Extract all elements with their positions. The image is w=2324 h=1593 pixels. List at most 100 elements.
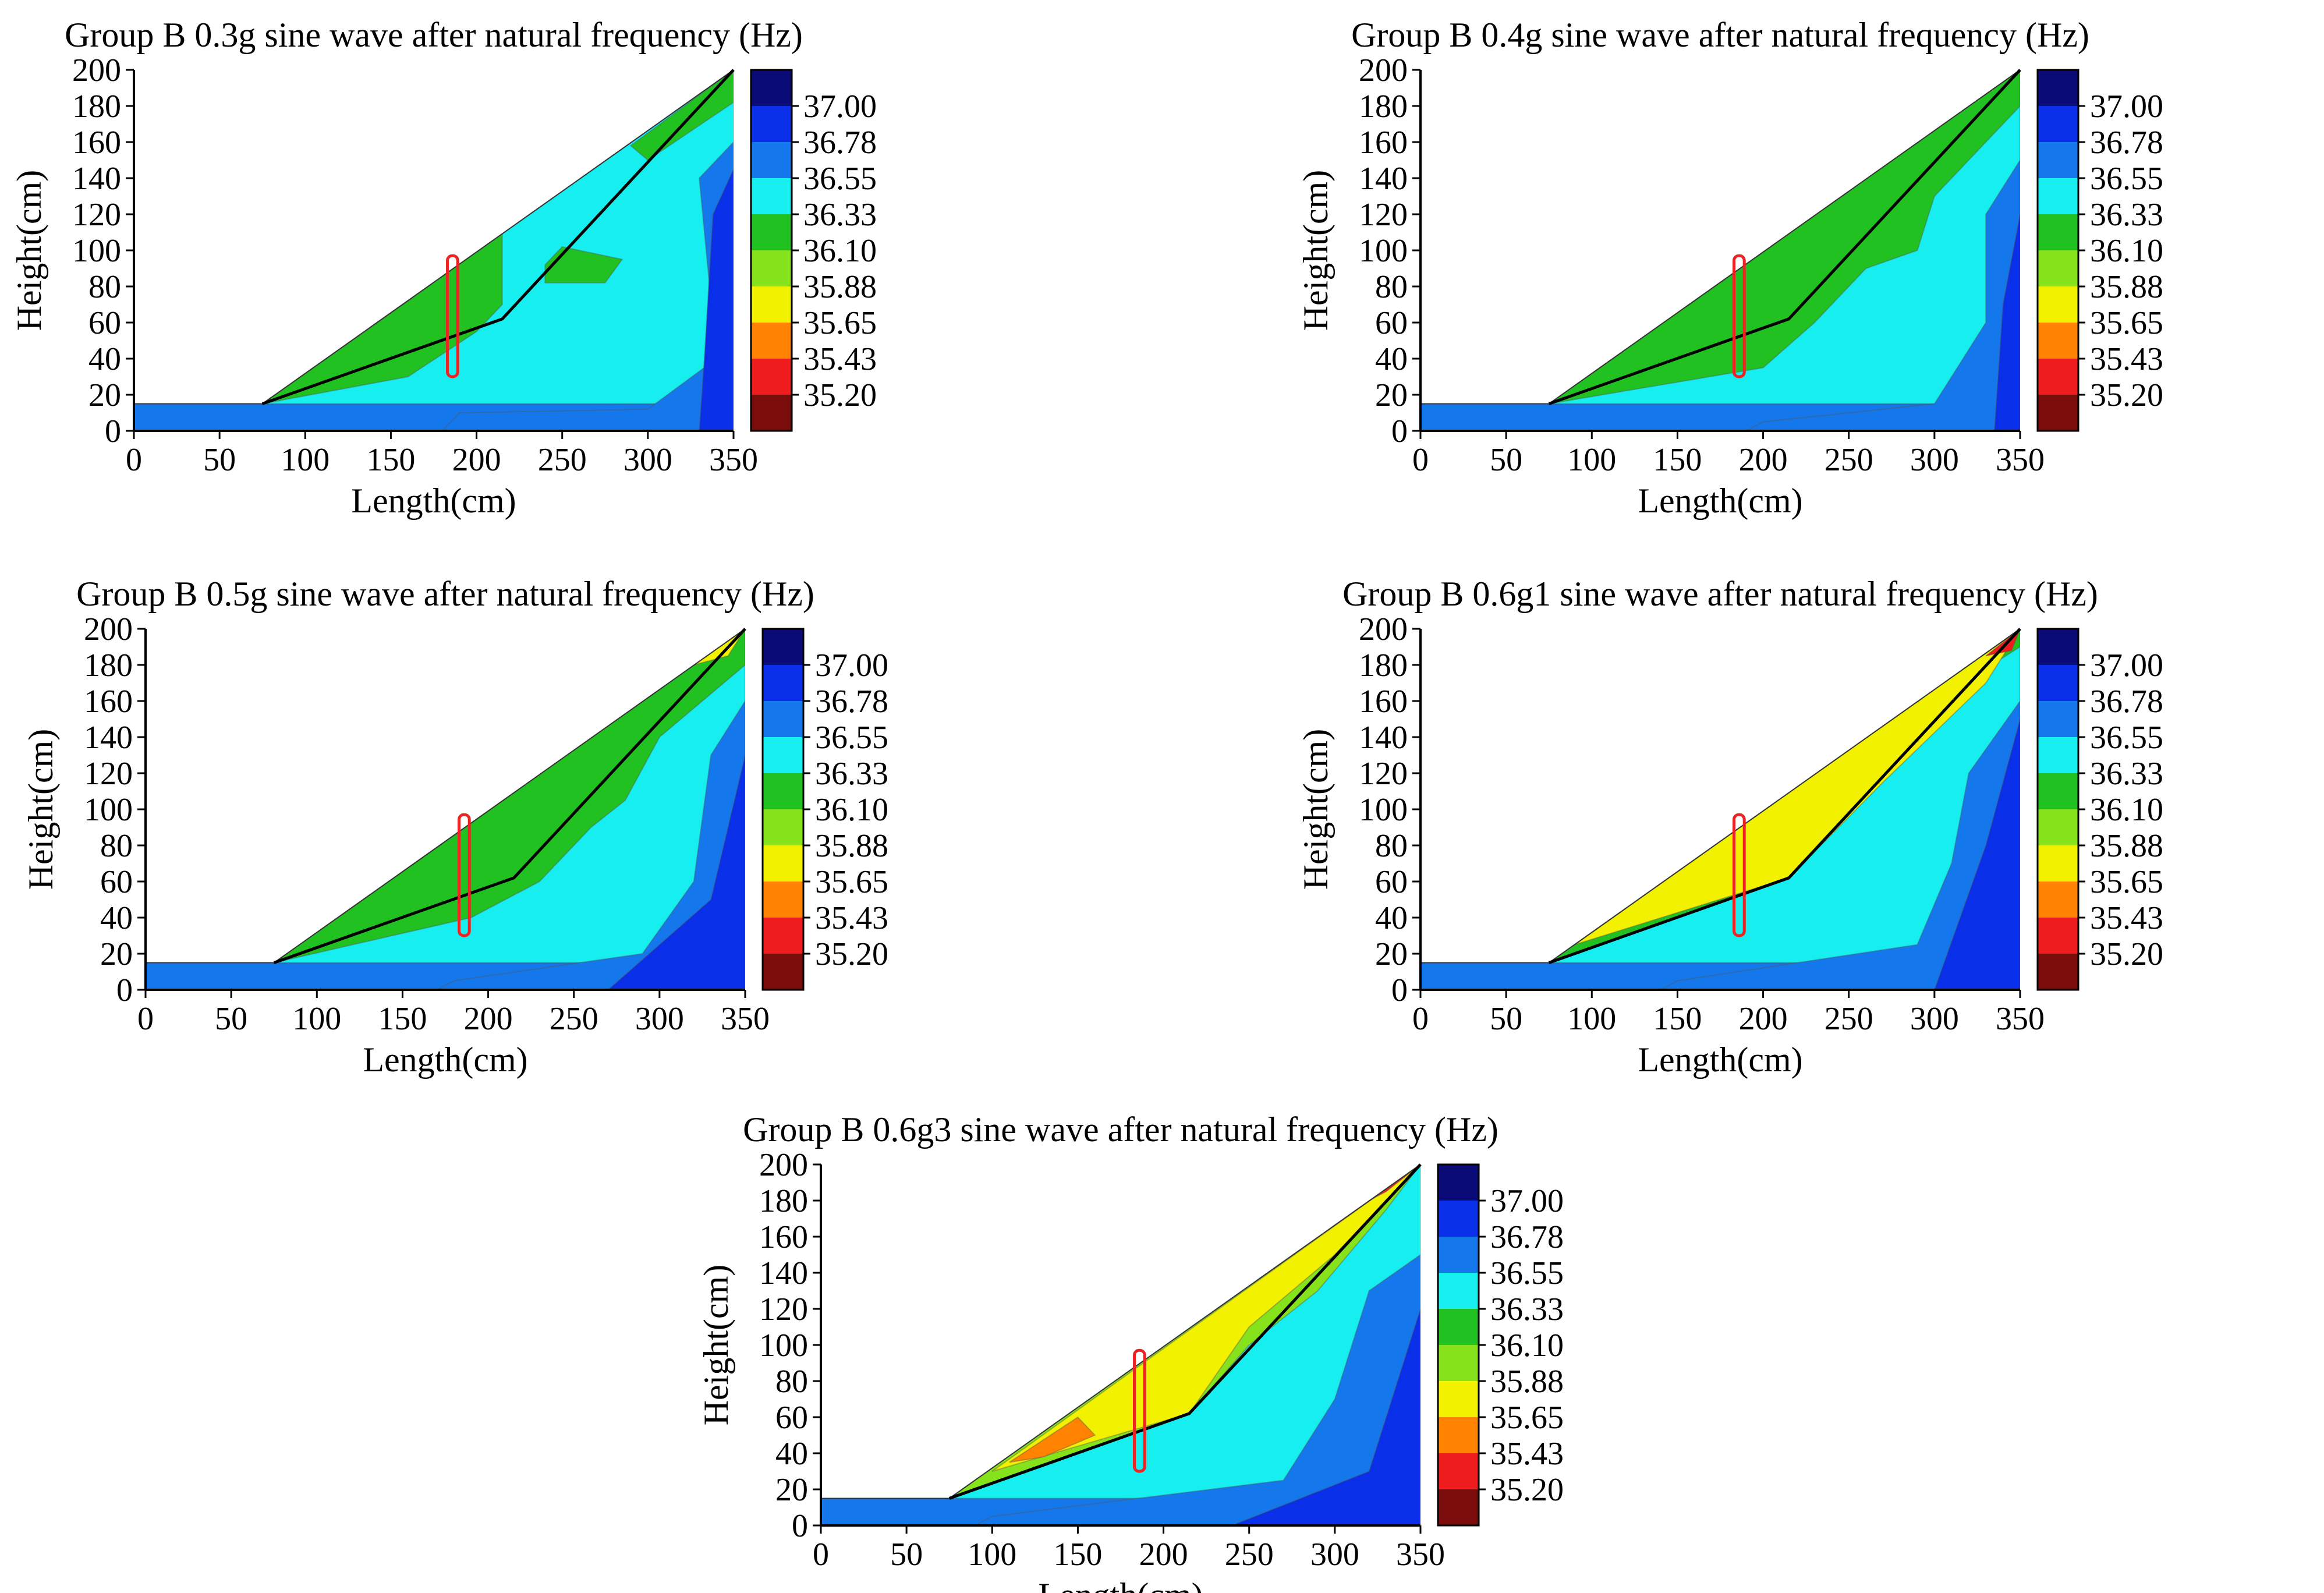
monitor-box	[1733, 254, 1746, 378]
colorbar-label: 35.88	[2090, 828, 2163, 864]
y-axis-label: Height(cm)	[697, 1265, 735, 1426]
colorbar-label: 37.00	[815, 647, 888, 684]
colorbar-label: 35.20	[815, 936, 888, 972]
x-tick-label: 100	[968, 1537, 1016, 1573]
y-tick-label: 20	[1375, 377, 1408, 413]
x-tick-label: 350	[721, 1001, 770, 1037]
colorbar-segment	[2038, 918, 2078, 954]
chart-title: Group B 0.6g1 sine wave after natural fr…	[1342, 575, 2098, 613]
y-tick-label: 200	[72, 52, 121, 88]
colorbar-label: 36.10	[803, 233, 877, 269]
colorbar-segment	[2038, 701, 2078, 738]
colorbar-segment	[751, 395, 792, 431]
colorbar-segment	[763, 773, 803, 810]
x-axis-label: Length(cm)	[1038, 1576, 1203, 1593]
x-axis-label: Length(cm)	[351, 482, 516, 520]
x-tick-label: 350	[709, 442, 758, 478]
contour-field	[1420, 70, 2020, 431]
contour-region	[1009, 1416, 1096, 1463]
y-tick-label: 100	[759, 1328, 808, 1364]
colorbar-label: 35.43	[815, 900, 888, 936]
x-tick-label: 300	[1310, 1537, 1359, 1573]
y-axis-label: Height(cm)	[22, 729, 60, 890]
y-tick-label: 200	[759, 1147, 808, 1183]
x-tick-label: 350	[1396, 1537, 1445, 1573]
contour-region	[1231, 1308, 1420, 1525]
colorbar-segment	[2038, 214, 2078, 251]
contour-region	[1993, 214, 2020, 431]
contour-region	[1933, 718, 2020, 990]
y-tick-label: 0	[1391, 413, 1408, 449]
colorbar-label: 36.33	[2090, 756, 2163, 792]
x-tick-label: 150	[1053, 1537, 1102, 1573]
slip-line	[1548, 69, 2021, 405]
colorbar-segment	[1438, 1345, 1479, 1382]
colorbar-label: 36.33	[2090, 197, 2163, 233]
colorbar-label: 35.65	[2090, 305, 2163, 341]
y-tick-label: 140	[1359, 720, 1408, 756]
y-tick-label: 120	[1359, 756, 1408, 792]
colorbar-segment	[1438, 1309, 1479, 1346]
colorbar-label: 35.43	[803, 341, 877, 377]
colorbar-segment	[763, 918, 803, 954]
y-tick-label: 160	[759, 1219, 808, 1255]
y-tick-label: 140	[1359, 161, 1408, 197]
colorbar-segment	[1438, 1273, 1479, 1309]
monitor-box	[1733, 813, 1746, 937]
colorbar-segment	[763, 845, 803, 882]
y-tick-label: 180	[1359, 88, 1408, 125]
y-tick-label: 180	[1359, 647, 1408, 684]
colorbar-segment	[2038, 286, 2078, 323]
y-tick-label: 20	[88, 377, 121, 413]
colorbar-segment	[2038, 178, 2078, 215]
chart-title: Group B 0.4g sine wave after natural fre…	[1351, 16, 2089, 54]
x-tick-label: 100	[292, 1001, 341, 1037]
colorbar-segment	[751, 70, 792, 107]
colorbar-segment	[2038, 809, 2078, 846]
colorbar-segment	[751, 323, 792, 359]
colorbar-label: 35.65	[803, 305, 877, 341]
y-tick-label: 100	[1359, 792, 1408, 828]
y-tick-label: 140	[72, 161, 121, 197]
y-tick-label: 160	[84, 684, 133, 720]
y-tick-label: 80	[1375, 269, 1408, 305]
colorbar-label: 36.78	[803, 125, 877, 161]
x-tick-label: 200	[1739, 442, 1788, 478]
y-tick-label: 80	[775, 1364, 808, 1400]
colorbar-label: 37.00	[1490, 1183, 1564, 1219]
x-tick-label: 350	[1996, 1001, 2045, 1037]
x-tick-label: 300	[1910, 1001, 1959, 1037]
x-tick-label: 0	[1412, 1001, 1429, 1037]
colorbar-label: 35.65	[815, 864, 888, 900]
contour-region	[1745, 158, 2020, 431]
colorbar-label: 36.10	[2090, 792, 2163, 828]
colorbar-label: 35.88	[803, 269, 877, 305]
colorbar-label: 35.88	[815, 828, 888, 864]
slip-line	[948, 1163, 1422, 1500]
contour-field	[1420, 629, 2020, 990]
x-tick-label: 200	[1139, 1537, 1188, 1573]
colorbar-segment	[763, 809, 803, 846]
contour-region	[1660, 699, 2020, 990]
x-tick-label: 300	[1910, 442, 1959, 478]
y-tick-label: 20	[1375, 936, 1408, 972]
x-tick-label: 250	[1825, 1001, 1873, 1037]
x-tick-label: 200	[464, 1001, 513, 1037]
y-tick-label: 0	[116, 972, 133, 1008]
monitor-box	[458, 813, 471, 937]
y-tick-label: 60	[1375, 864, 1408, 900]
colorbar-label: 35.20	[2090, 377, 2163, 413]
y-tick-label: 100	[1359, 233, 1408, 269]
colorbar-segment	[763, 665, 803, 702]
colorbar-segment	[2038, 359, 2078, 395]
x-tick-label: 150	[1653, 442, 1702, 478]
colorbar-segment	[2038, 323, 2078, 359]
y-tick-label: 60	[88, 305, 121, 341]
colorbar-label: 36.33	[815, 756, 888, 792]
y-tick-label: 160	[72, 125, 121, 161]
contour-region	[544, 246, 623, 284]
x-tick-label: 300	[635, 1001, 684, 1037]
colorbar-segment	[1438, 1489, 1479, 1526]
y-tick-label: 40	[775, 1436, 808, 1472]
colorbar-segment	[2038, 106, 2078, 143]
